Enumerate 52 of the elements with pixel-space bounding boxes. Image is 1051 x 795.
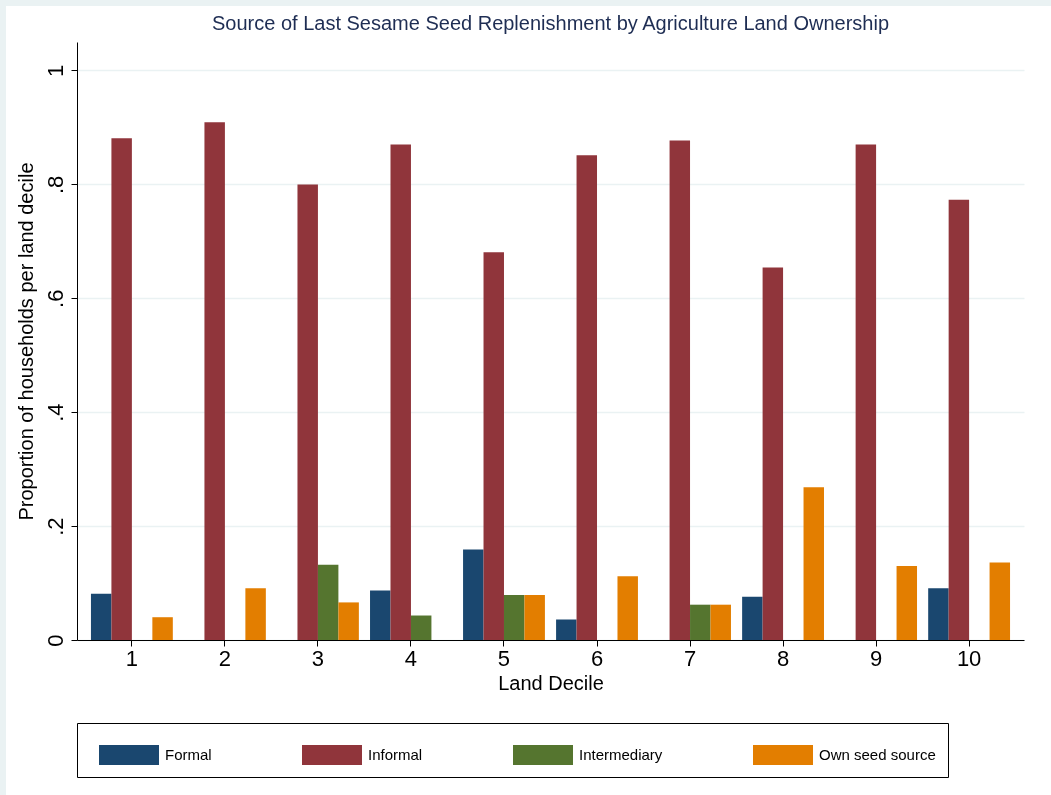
x-tick-label: 5 xyxy=(497,645,511,671)
bar xyxy=(390,144,411,640)
x-tick-label: 9 xyxy=(869,645,883,671)
bar xyxy=(90,593,112,640)
bar xyxy=(245,588,266,640)
legend-label: Informal xyxy=(368,746,423,763)
bar xyxy=(742,596,763,640)
bar xyxy=(111,138,132,640)
bar xyxy=(204,122,225,640)
bar xyxy=(410,615,432,640)
bar xyxy=(483,252,504,640)
bar xyxy=(556,619,577,640)
bar xyxy=(855,144,877,640)
x-tick-label: 8 xyxy=(776,645,790,671)
bar xyxy=(948,199,970,640)
y-tick-label: .4 xyxy=(42,403,68,422)
bar xyxy=(370,590,391,640)
y-tick-label: .2 xyxy=(42,517,68,536)
bar xyxy=(297,184,318,640)
y-tick-label: .6 xyxy=(42,289,68,308)
y-tick-label: 1 xyxy=(42,64,68,78)
bar xyxy=(896,565,918,640)
bar xyxy=(152,617,173,640)
x-tick-label: 10 xyxy=(956,645,982,671)
x-tick-label: 7 xyxy=(683,645,697,671)
bar xyxy=(576,155,598,640)
bar xyxy=(463,549,484,640)
y-tick-label: .8 xyxy=(42,175,68,195)
y-axis-title: Proportion of households per land decile xyxy=(14,162,37,521)
bar xyxy=(317,564,339,640)
chart-title: Source of Last Sesame Seed Replenishment by Agriculture Land Ownership xyxy=(211,12,890,34)
bar xyxy=(803,487,824,640)
x-tick-label: 4 xyxy=(404,645,418,671)
bar xyxy=(710,604,731,640)
x-axis-title: Land Decile xyxy=(498,671,604,694)
legend-label: Intermediary xyxy=(579,746,663,763)
bar xyxy=(690,604,711,640)
x-tick-label: 1 xyxy=(125,645,139,671)
bar xyxy=(669,140,691,640)
bar xyxy=(928,588,949,640)
y-tick-label: 0 xyxy=(42,634,68,647)
x-tick-label: 6 xyxy=(590,645,604,671)
bar xyxy=(503,595,525,640)
legend-label: Own seed source xyxy=(819,746,936,763)
bar xyxy=(338,602,359,640)
bar xyxy=(989,562,1011,640)
bar xyxy=(617,576,638,640)
x-tick-label: 2 xyxy=(218,645,232,671)
bar xyxy=(762,267,784,640)
legend-label: Formal xyxy=(165,746,212,763)
bar xyxy=(524,595,545,640)
x-tick-label: 3 xyxy=(311,645,325,671)
